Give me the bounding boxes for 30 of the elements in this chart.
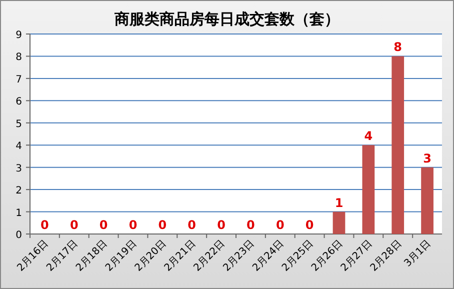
data-label: 0 [70,218,78,232]
data-label: 3 [423,151,432,166]
data-label: 4 [364,129,373,144]
y-tick-label: 4 [16,141,22,152]
data-label: 0 [40,218,49,232]
y-tick-label: 9 [16,30,22,41]
bar [362,145,375,234]
y-tick-label: 1 [16,208,22,219]
data-label: 0 [276,218,284,232]
bar [421,167,434,234]
y-tick-label: 6 [16,96,22,108]
data-label: 8 [394,40,402,54]
chart-title: 商服类商品房每日成交套数（套） [114,10,340,28]
y-tick-label: 2 [16,186,22,197]
y-tick-label: 5 [16,118,22,130]
data-label: 0 [128,218,138,232]
data-label: 0 [305,218,314,232]
bar [392,56,404,234]
data-label: 0 [246,218,255,232]
data-label: 0 [158,218,167,232]
data-label: 0 [99,218,108,232]
y-tick-label: 3 [16,163,22,174]
y-tick-label: 8 [16,52,22,64]
x-tick-label: 3月1日 [402,238,434,270]
data-label: 1 [334,196,344,210]
bar [332,212,346,234]
data-label: 0 [188,218,196,232]
y-tick-label: 0 [16,230,22,241]
data-label: 0 [217,218,226,232]
y-tick-label: 7 [16,74,22,86]
